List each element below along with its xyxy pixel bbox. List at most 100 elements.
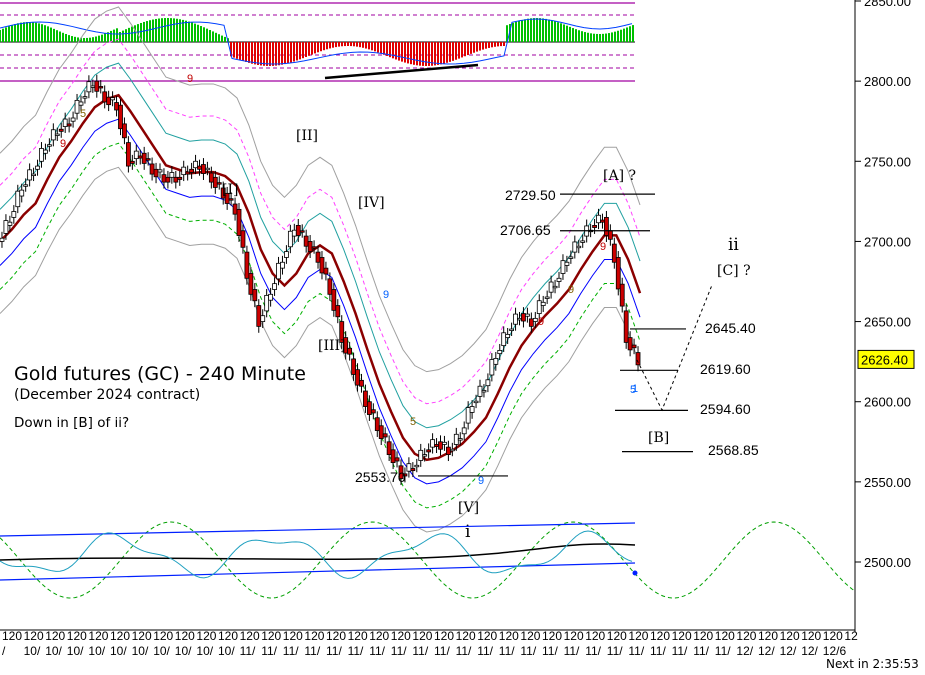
candle-body <box>145 158 151 161</box>
candle-body <box>149 163 155 175</box>
wave-label: [III] <box>318 338 346 354</box>
candle-body <box>556 277 562 282</box>
wave-label: [A] ? <box>603 168 636 184</box>
candle-body <box>19 189 25 197</box>
candle-body <box>525 313 530 317</box>
count-mark: 5 <box>410 416 416 428</box>
candle-body <box>50 129 56 141</box>
candle-body <box>414 464 420 468</box>
candle-body <box>82 96 88 99</box>
candle-body <box>141 152 147 164</box>
time-tick-label: 120 <box>607 629 627 643</box>
time-tick-label: 120 <box>628 629 648 643</box>
outer-upper-band <box>0 6 641 373</box>
time-tick-label: 120 <box>542 629 562 643</box>
candle-body <box>501 332 507 347</box>
candle-body <box>473 400 479 404</box>
time-tick-label: 120 <box>132 629 152 643</box>
candle-body <box>307 241 313 252</box>
candle-body <box>260 315 266 322</box>
candle-body <box>521 313 526 322</box>
count-mark: 9 <box>600 241 606 253</box>
candle-body <box>58 128 64 132</box>
time-tick-label: 120 <box>153 629 173 643</box>
wave-label: [B] <box>648 430 669 446</box>
time-tick-date: 10/ <box>175 644 192 658</box>
level-label: 2706.65 <box>500 222 551 238</box>
count-mark: 9 <box>60 138 66 150</box>
level-label: 2553.70 <box>355 469 406 485</box>
candle-body <box>374 417 380 431</box>
candle-body <box>39 148 44 162</box>
time-tick-label: 120 <box>348 629 368 643</box>
candle-body <box>98 86 104 89</box>
time-tick-label: 120 <box>196 629 216 643</box>
time-tick-date: 11/ <box>693 644 709 658</box>
candle-body <box>122 123 127 139</box>
candle-body <box>43 149 48 154</box>
candle-body <box>600 219 605 223</box>
moving-average <box>0 93 642 462</box>
price-axis: 2850.00 2800.00 2750.00 2700.00 2650.00 2600.… <box>854 0 915 632</box>
level-label: 2619.60 <box>700 361 751 377</box>
level-label: 2645.40 <box>705 320 756 336</box>
time-tick-date: 11/ <box>585 644 601 658</box>
candle-body <box>489 359 495 376</box>
candle-body <box>0 237 5 242</box>
candle-body <box>355 369 360 386</box>
wave-label: [V] <box>458 500 479 516</box>
time-tick-date: 10/ <box>196 644 213 658</box>
time-tick-label: 120 <box>456 629 476 643</box>
candle-body <box>505 333 511 339</box>
candle-body <box>299 230 305 233</box>
candle-body <box>129 160 135 164</box>
time-tick-label: 120 <box>672 629 692 643</box>
candle-body <box>315 251 321 263</box>
candle-body <box>568 256 574 259</box>
time-tick-date: 12/ <box>780 644 797 658</box>
time-tick-label: 120 <box>477 629 497 643</box>
candle-body <box>418 449 424 461</box>
candle-body <box>359 379 364 387</box>
candle-body <box>212 176 218 188</box>
candle-body <box>157 169 163 173</box>
candle-body <box>469 406 475 413</box>
next-bar-timer: Next in 2:35:53 <box>826 657 919 671</box>
candlesticks <box>0 74 641 486</box>
candle-body <box>268 293 274 301</box>
candle-body <box>611 243 617 263</box>
price-levels: 2729.50 2706.65 2645.40 2619.60 2594.60 2568.… <box>355 187 759 485</box>
time-tick-date: 11/ <box>564 644 580 658</box>
time-tick-label: 120 <box>715 629 735 643</box>
wave-label: [I] <box>222 182 238 198</box>
time-tick-date: 11/ <box>240 644 256 658</box>
candle-body <box>31 173 36 177</box>
time-tick-date: 10/ <box>153 644 170 658</box>
time-tick-label: 120 <box>412 629 432 643</box>
candle-body <box>284 251 289 258</box>
divergence-trendline <box>324 63 479 80</box>
candle-body <box>497 350 503 355</box>
chart-title: Gold futures (GC) - 240 Minute <box>14 363 306 385</box>
candle-body <box>572 241 578 253</box>
time-tick-label: 120 <box>369 629 389 643</box>
wave-label: i <box>465 522 471 542</box>
candle-body <box>347 347 353 355</box>
time-tick-date: 12/6 <box>823 644 847 658</box>
time-tick-label: 120 <box>564 629 584 643</box>
candle-body <box>370 409 376 414</box>
candle-body <box>208 172 214 183</box>
outer-lower-band <box>0 166 641 533</box>
price-tick-label: 2600.00 <box>864 395 911 410</box>
price-tick-label: 2750.00 <box>864 154 911 169</box>
candle-body <box>390 449 396 464</box>
time-tick-label: 120 <box>585 629 605 643</box>
time-tick-label: 120 <box>110 629 130 643</box>
time-tick-date: 11/ <box>391 644 407 658</box>
level-label: 2729.50 <box>505 187 556 203</box>
level-label: 2594.60 <box>700 401 751 417</box>
osc-lower-line <box>0 562 636 581</box>
candle-body <box>280 261 285 269</box>
time-tick-date: 11/ <box>499 644 515 658</box>
